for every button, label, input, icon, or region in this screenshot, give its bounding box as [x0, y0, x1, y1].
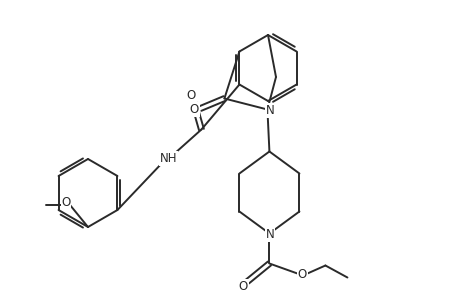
Text: N: N	[265, 104, 274, 117]
Text: O: O	[297, 268, 306, 281]
Text: O: O	[238, 280, 247, 293]
Text: NH: NH	[159, 152, 177, 165]
Text: O: O	[186, 89, 196, 102]
Text: N: N	[265, 228, 274, 241]
Text: O: O	[61, 196, 71, 209]
Text: O: O	[190, 103, 199, 116]
